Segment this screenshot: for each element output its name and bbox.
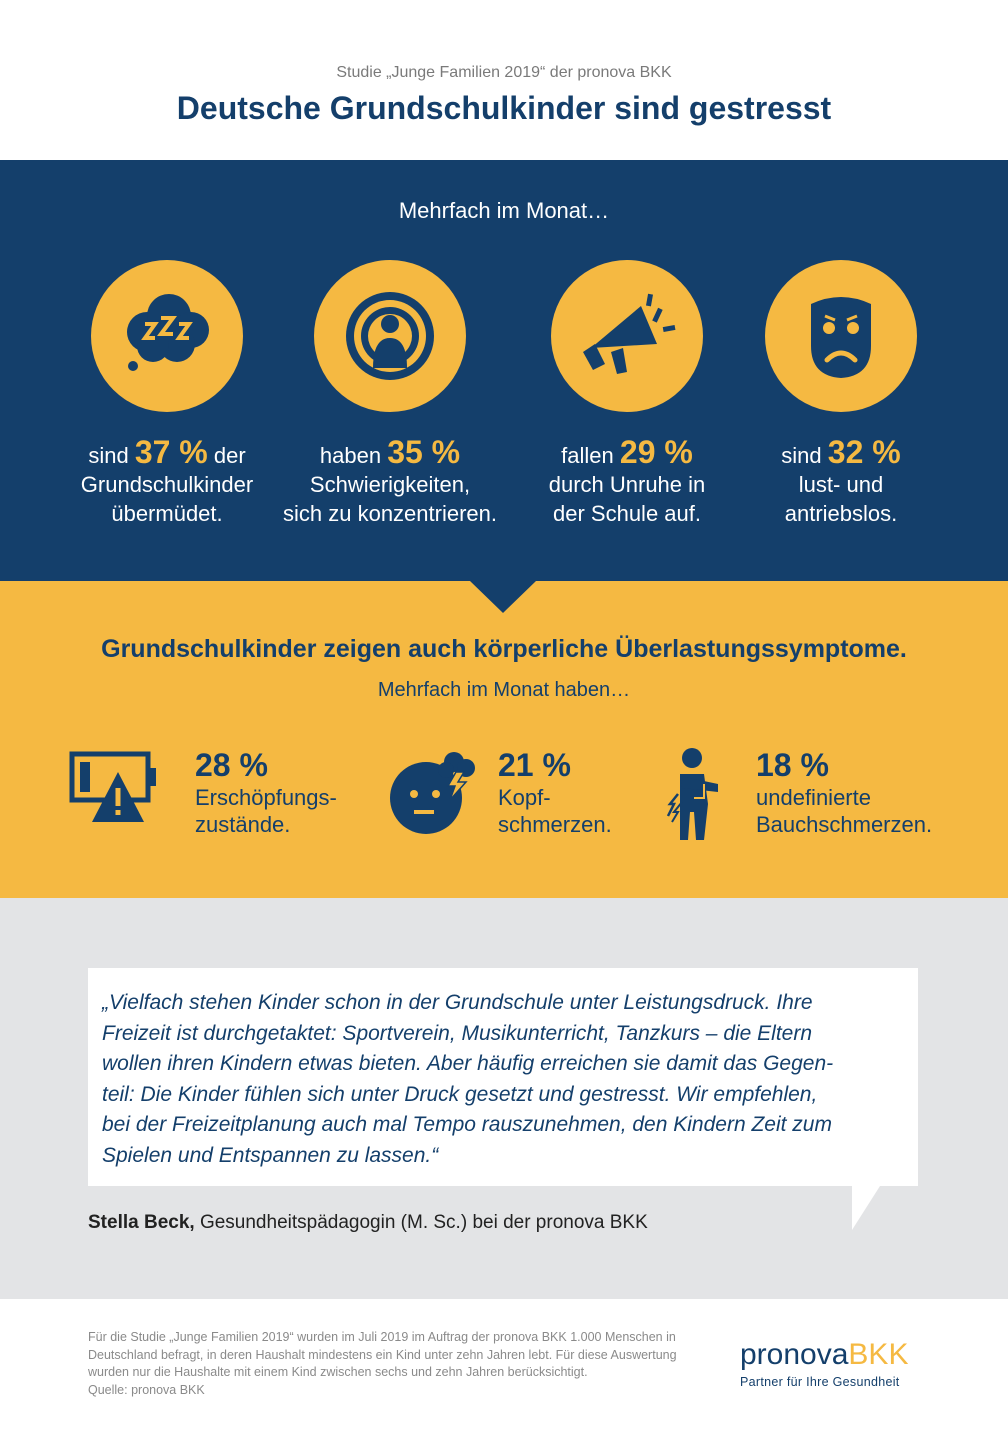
stat-concentration: haben 35 % Schwierigkeiten, sich zu konz… — [265, 260, 515, 528]
stat-circle — [551, 260, 703, 412]
study-kicker: Studie „Junge Familien 2019“ der pronova… — [336, 64, 672, 81]
stat-pre-text: haben — [319, 443, 382, 468]
study-footnote: Für die Studie „Junge Familien 2019“ wur… — [88, 1329, 688, 1399]
stat-pre-text: sind — [88, 443, 129, 468]
quote-line: Spielen und Entspannen zu lassen.“ — [102, 1143, 439, 1167]
stat-circle — [91, 260, 243, 412]
physical-subtitle: Mehrfach im Monat haben… — [377, 679, 631, 701]
physical-symptoms-section: Grundschulkinder zeigen auch körperliche… — [0, 581, 1008, 898]
stat-circle — [765, 260, 917, 412]
stat-line: Grundschulkinder — [80, 472, 254, 497]
stat-percent: 29 % — [619, 434, 693, 470]
symptom-headache: 21 % Kopf- schmerzen. — [388, 746, 648, 846]
stomachache-person-icon — [666, 748, 718, 840]
stat-line: sich zu konzentrieren. — [283, 501, 497, 526]
stat-tired: sind 37 % der Grundschulkinder übermüdet… — [42, 260, 292, 528]
quote-author: Stella Beck, Gesundheitspädagogin (M. Sc… — [88, 1212, 648, 1234]
pronova-bkk-logo: pronovaBKK Partner für Ihre Gesundheit — [740, 1338, 930, 1390]
sad-mask-icon — [811, 297, 871, 378]
quote-section: „Vielfach stehen Kinder schon in der Gru… — [0, 898, 1008, 1299]
footnote-line: wurden nur die Haushalte mit einem Kind … — [88, 1365, 588, 1379]
stat-listless: sind 32 % lust- und antriebslos. — [716, 260, 966, 528]
stat-line: übermüdet. — [111, 501, 223, 526]
stat-line: lust- und — [798, 472, 884, 497]
footnote-line: Deutschland befragt, in deren Haushalt m… — [88, 1347, 677, 1362]
symptom-label: Erschöpfungs- — [195, 785, 337, 810]
sleep-cloud-icon — [127, 294, 209, 371]
stat-restless: fallen 29 % durch Unruhe in der Schule a… — [502, 260, 752, 528]
footnote-line: Für die Studie „Junge Familien 2019“ wur… — [88, 1330, 676, 1344]
physical-title: Grundschulkinder zeigen auch körperliche… — [101, 635, 907, 663]
megaphone-icon — [583, 293, 676, 374]
symptom-label: undefinierte — [756, 785, 871, 810]
symptom-label: Bauchschmerzen. — [756, 812, 933, 837]
stat-line: antriebslos. — [784, 501, 898, 526]
quote-text: „Vielfach stehen Kinder schon in der Gru… — [102, 988, 904, 1171]
quote-line: bei der Freizeitplanung auch mal Tempo r… — [102, 1113, 832, 1136]
stat-line: Schwierigkeiten, — [309, 472, 471, 497]
footnote-source: Quelle: pronova BKK — [88, 1382, 205, 1397]
quote-bubble-tail — [852, 1186, 880, 1230]
page-title: Deutsche Grundschulkinder sind gestresst — [176, 90, 832, 126]
stat-pre-text: sind — [781, 443, 822, 468]
stat-circle — [314, 260, 466, 412]
symptom-label: zustände. — [195, 812, 291, 837]
section-pointer — [470, 581, 536, 613]
author-role: Gesundheitspädagogin (M. Sc.) bei der pr… — [199, 1212, 648, 1233]
logo-text-pronova: pronova — [740, 1338, 849, 1371]
focus-person-icon — [346, 292, 434, 380]
symptom-percent: 28 % — [195, 747, 268, 783]
footer: Für die Studie „Junge Familien 2019“ wur… — [0, 1299, 1008, 1440]
symptom-percent: 21 % — [498, 747, 571, 783]
symptom-label: schmerzen. — [498, 812, 612, 837]
quote-line: „Vielfach stehen Kinder schon in der Gru… — [102, 991, 813, 1014]
stat-line: durch Unruhe in — [548, 472, 706, 497]
stat-line: der Schule auf. — [553, 501, 701, 526]
logo-text-bkk: BKK — [848, 1338, 909, 1371]
monthly-stress-section: Mehrfach im Monat… sind 37 % der Grund — [0, 160, 1008, 581]
stat-post-text: der — [213, 443, 246, 468]
symptom-exhaustion: 28 % Erschöpfungs- zustände. — [68, 746, 378, 846]
author-name: Stella Beck, — [88, 1212, 195, 1233]
symptom-label: Kopf- — [498, 785, 551, 810]
logo-tagline: Partner für Ihre Gesundheit — [740, 1375, 900, 1389]
headache-face-icon — [390, 752, 475, 834]
symptom-percent: 18 % — [756, 747, 829, 783]
quote-line: Freizeit ist durchgetaktet: Sportverein,… — [102, 1021, 813, 1045]
low-battery-warning-icon — [69, 751, 156, 822]
symptom-stomachache: 18 % undefinierte Bauchschmerzen. — [664, 746, 964, 846]
stat-percent: 32 % — [827, 434, 901, 470]
stat-pre-text: fallen — [561, 443, 614, 468]
quote-bubble: „Vielfach stehen Kinder schon in der Gru… — [88, 968, 918, 1186]
header: Studie „Junge Familien 2019“ der pronova… — [0, 0, 1008, 160]
quote-line: teil: Die Kinder fühlen sich unter Druck… — [102, 1082, 818, 1106]
stat-percent: 37 % — [134, 434, 208, 470]
stat-percent: 35 % — [387, 434, 461, 470]
monthly-subtitle: Mehrfach im Monat… — [398, 198, 610, 223]
quote-line: wollen ihren Kindern etwas bieten. Aber … — [102, 1052, 834, 1075]
